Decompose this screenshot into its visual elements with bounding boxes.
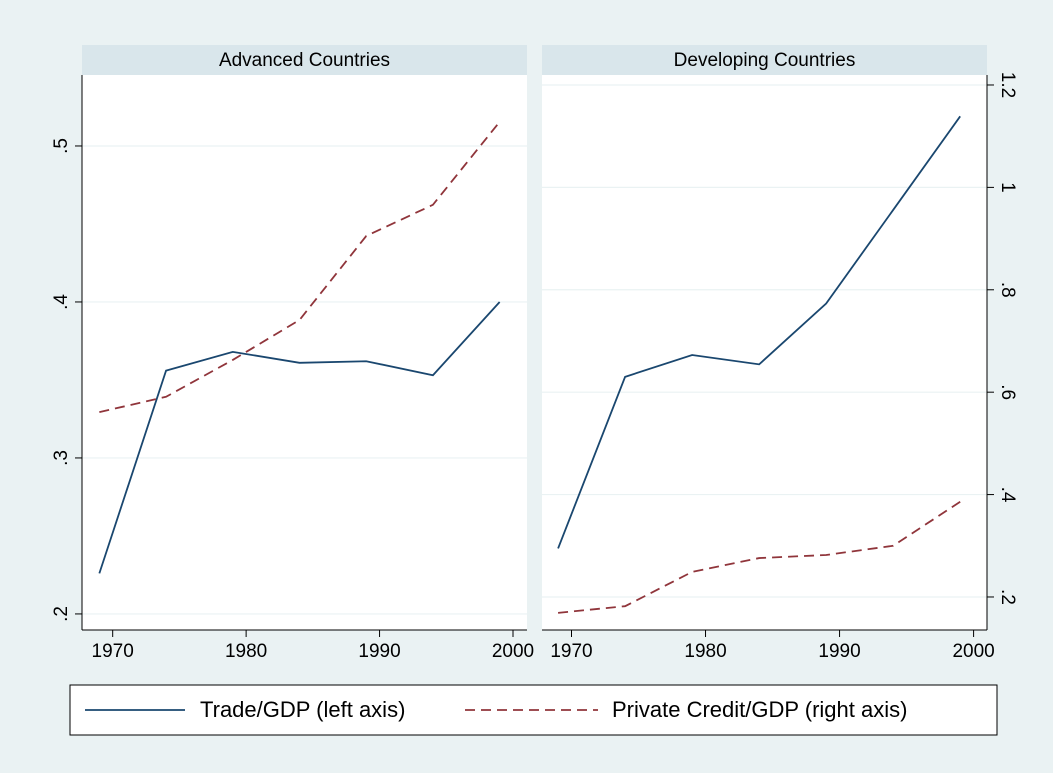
- x-tick-label: 1990: [818, 641, 860, 662]
- series-line: [98, 301, 501, 574]
- x-tick-label: 2000: [492, 641, 534, 662]
- x-tick-label: 1970: [550, 641, 592, 662]
- y-tick-label: .3: [51, 450, 72, 466]
- x-tick-label: 1980: [225, 641, 267, 662]
- plot-area: [82, 75, 527, 630]
- panel-title: Advanced Countries: [219, 50, 390, 71]
- y-tick-label: 1: [997, 182, 1018, 193]
- x-tick-label: 1980: [684, 641, 726, 662]
- y-tick-label: .4: [997, 487, 1018, 503]
- plot-area: [542, 75, 987, 630]
- legend-label: Private Credit/GDP (right axis): [612, 697, 907, 722]
- series-line: [557, 115, 961, 549]
- series-line: [99, 121, 501, 414]
- panel-title: Developing Countries: [674, 50, 856, 71]
- panel-header: [82, 45, 527, 75]
- y-tick-label: 1.2: [997, 72, 1018, 98]
- y-tick-label: .5: [51, 138, 72, 154]
- y-tick-label: .8: [997, 282, 1018, 298]
- x-tick-label: 2000: [952, 641, 994, 662]
- legend-label: Trade/GDP (left axis): [200, 697, 405, 722]
- x-tick-label: 1970: [92, 641, 134, 662]
- y-tick-label: .6: [997, 384, 1018, 400]
- y-tick-label: .2: [51, 606, 72, 622]
- series-line: [557, 500, 961, 614]
- y-tick-label: .2: [997, 589, 1018, 605]
- panel-header: [542, 45, 987, 75]
- x-tick-label: 1990: [358, 641, 400, 662]
- y-tick-label: .4: [51, 294, 72, 310]
